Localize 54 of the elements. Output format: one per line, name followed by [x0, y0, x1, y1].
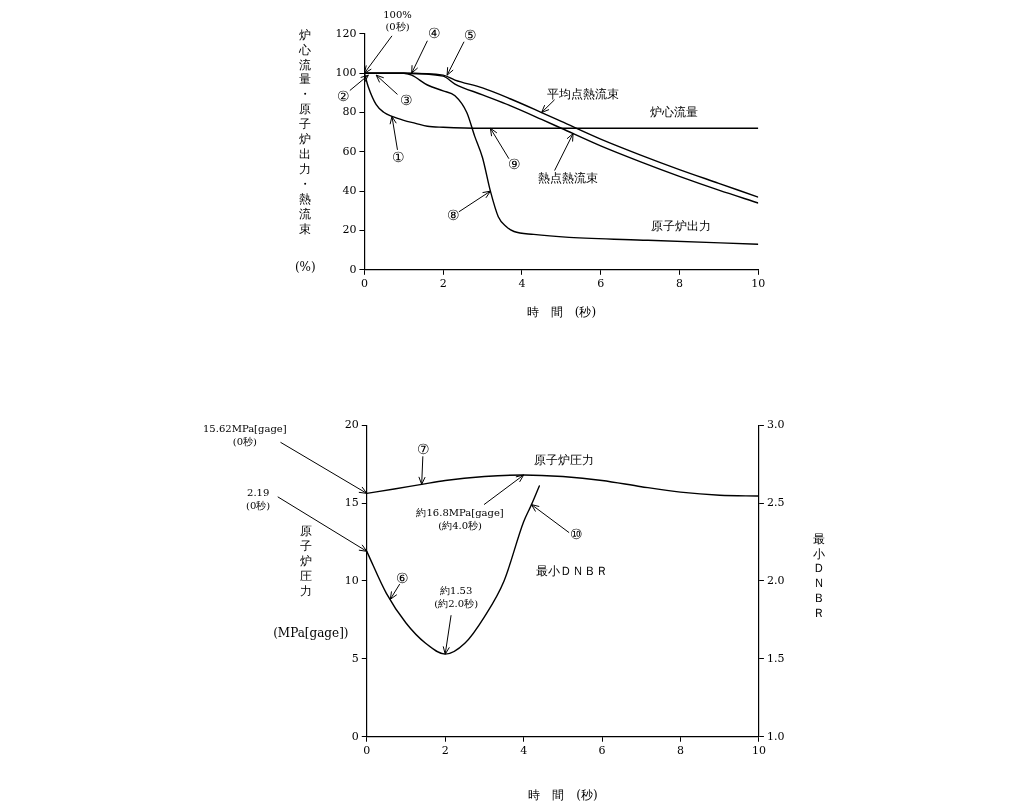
x-tick-label: 0: [363, 744, 371, 758]
x-tick-label: 8: [675, 277, 683, 291]
x-axis-title: 時 間 (秒): [526, 304, 597, 319]
annotation: ①: [391, 149, 405, 166]
annotation: ⑧: [447, 206, 461, 223]
y-tick-label: 120: [335, 26, 357, 40]
text: 2.19 (0秒): [246, 487, 271, 511]
series-label: 炉心流量: [650, 104, 699, 119]
y2-tick-label: 2.0: [766, 573, 785, 587]
annotation: 100% (0秒): [383, 8, 412, 33]
y-tick-label: 100: [335, 66, 357, 80]
x-tick-label: 6: [598, 744, 606, 758]
annotation: ⑦: [417, 440, 431, 457]
y-tick-label: 0: [349, 262, 357, 276]
annotation: 約16.8MPa[gage] (約4.0秒): [416, 507, 504, 532]
x-tick-label: 4: [518, 277, 526, 291]
y-tick-label: 15: [344, 495, 359, 509]
x-tick-label: 4: [520, 744, 528, 758]
text: 熱点熱流束: [537, 171, 598, 186]
annotation: ④: [427, 24, 441, 41]
x-tick-label: 6: [597, 277, 605, 291]
annotation: 約1.53 (約2.0秒): [434, 585, 479, 609]
annotation: 15.62MPa[gage] (0秒): [203, 423, 287, 447]
y-tick-label: 5: [351, 651, 359, 665]
x-tick-label: 10: [751, 744, 766, 758]
y-tick-label: 10: [344, 573, 359, 587]
series-label: 原子炉圧力: [534, 453, 595, 468]
series-label: 原子炉出力: [650, 218, 711, 233]
text: 炉心流量・原子炉出力・熱流束 (%): [294, 27, 316, 275]
x-tick-label: 0: [360, 277, 368, 291]
annotation: ⑨: [507, 155, 521, 172]
y-tick-label: 80: [342, 105, 357, 119]
annotation: ③: [400, 91, 414, 108]
y-tick-label: 0: [351, 729, 359, 743]
annotation: ⑩: [570, 526, 584, 543]
x-tick-label: 8: [677, 744, 684, 758]
annotation: ⑥: [395, 570, 409, 587]
y2-tick-label: 3.0: [766, 418, 785, 432]
x-axis-title: 時 間 (秒): [528, 787, 598, 802]
y2-tick-label: 1.0: [766, 729, 785, 743]
x-tick-label: 2: [441, 744, 449, 758]
y-tick-label: 20: [344, 418, 359, 432]
y-tick-label: 60: [342, 144, 357, 158]
y-tick-label: 20: [342, 223, 357, 237]
text: 最小ＤＮＢＲ: [535, 563, 608, 578]
x-tick-label: 10: [751, 277, 766, 291]
y2-tick-label: 2.5: [766, 495, 785, 509]
y-tick-label: 40: [342, 184, 357, 198]
series-label: 平均点熱流束: [546, 86, 619, 101]
y2-axis-title: 最小ＤＮＢＲ: [813, 531, 826, 621]
annotation: ②: [337, 87, 351, 104]
x-tick-label: 2: [439, 277, 447, 291]
annotation: ⑤: [464, 27, 478, 44]
y2-tick-label: 1.5: [766, 651, 785, 665]
